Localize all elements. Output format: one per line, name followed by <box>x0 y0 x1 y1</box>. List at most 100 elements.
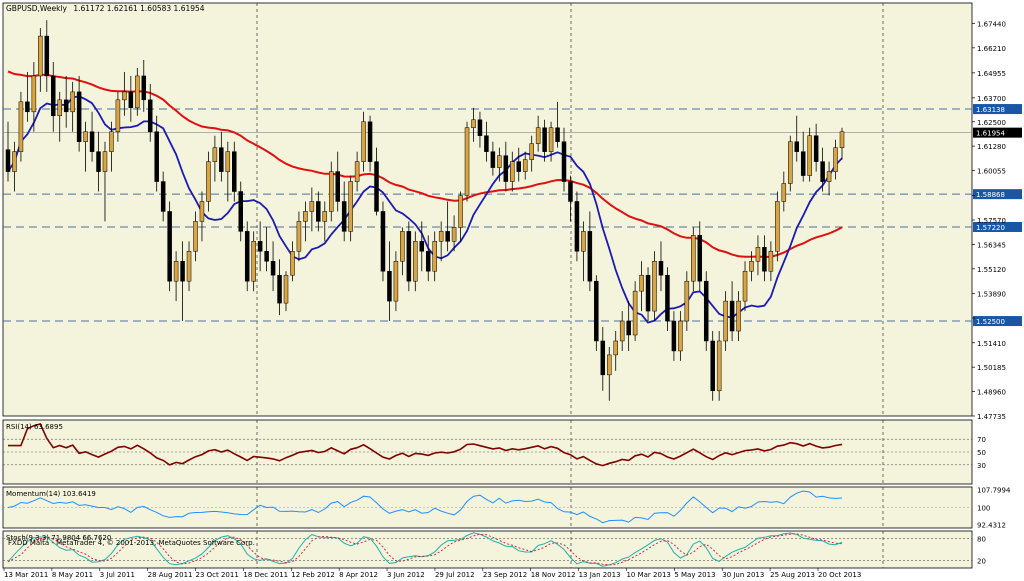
bull-candle <box>438 231 444 242</box>
ohlc-header: 1.61172 1.62161 1.60583 1.61954 <box>73 4 204 13</box>
bear-candle <box>147 99 153 132</box>
price-tick-label: 1.55120 <box>977 266 1006 274</box>
bear-candle <box>316 201 321 222</box>
bull-candle <box>413 241 418 282</box>
stoch-main-line <box>7 532 843 567</box>
bull-candle <box>510 161 515 182</box>
bull-candle <box>348 181 353 232</box>
bear-candle <box>5 149 11 172</box>
bull-candle <box>775 201 780 252</box>
rsi-level-label: 30 <box>977 462 986 470</box>
current-price-tag <box>973 127 1022 138</box>
bull-candle <box>57 99 62 117</box>
bear-candle <box>380 211 386 272</box>
bull-candle <box>31 75 37 113</box>
bear-candle <box>335 171 340 202</box>
bear-candle <box>555 127 560 142</box>
bull-candle <box>781 183 787 202</box>
bear-candle <box>96 151 101 172</box>
panel-frame <box>2 530 973 569</box>
bull-candle <box>290 251 295 276</box>
bull-candle <box>361 121 366 162</box>
bull-candle <box>303 211 308 222</box>
level-price-tag <box>973 221 1022 232</box>
price-tick-label: 1.64955 <box>977 70 1006 78</box>
level-price-tag <box>973 189 1022 200</box>
time-tick-label: 3 Jul 2011 <box>100 571 135 579</box>
bear-candle <box>484 135 489 152</box>
level-price-label: 1.58868 <box>976 191 1005 199</box>
bear-candle <box>665 274 670 322</box>
bull-candle <box>173 261 179 282</box>
bull-candle <box>135 75 140 109</box>
bear-candle <box>238 191 243 232</box>
bear-candle <box>76 91 82 142</box>
time-tick-label: 8 Apr 2012 <box>339 571 378 579</box>
bear-candle <box>257 241 263 252</box>
bear-candle <box>445 231 450 242</box>
price-tick-label: 1.53890 <box>977 290 1006 298</box>
time-tick-label: 13 Mar 2011 <box>4 571 48 579</box>
bear-candle <box>600 340 606 376</box>
bear-candle <box>367 121 373 162</box>
bull-candle <box>329 171 334 212</box>
level-price-label: 1.57220 <box>976 224 1005 232</box>
bull-candle <box>115 99 121 132</box>
bull-candle <box>283 274 289 304</box>
bear-candle <box>594 280 599 342</box>
current-price-label: 1.61954 <box>976 130 1005 138</box>
bull-candle <box>251 241 256 282</box>
time-tick-label: 20 Oct 2013 <box>818 571 861 579</box>
bear-candle <box>568 181 573 202</box>
bear-candle <box>425 251 431 272</box>
bear-candle <box>141 75 147 101</box>
bear-candle <box>277 274 282 304</box>
symbol-title: GBPUSD,Weekly <box>6 4 68 13</box>
momentum-tick-label: 100 <box>977 505 990 513</box>
bull-candle <box>393 261 399 302</box>
bull-candle <box>102 151 108 172</box>
bull-candle <box>471 119 476 128</box>
bull-candle <box>723 300 728 342</box>
bull-candle <box>296 221 302 252</box>
bear-candle <box>25 101 30 113</box>
level-price-label: 1.52500 <box>976 318 1005 326</box>
time-tick-label: 12 Feb 2012 <box>291 571 335 579</box>
price-tick-label: 1.48960 <box>977 389 1006 397</box>
bear-candle <box>574 201 580 252</box>
bull-candle <box>619 320 625 342</box>
bull-candle <box>678 320 683 352</box>
bull-candle <box>458 195 463 228</box>
bear-candle <box>794 141 799 152</box>
bull-candle <box>736 300 741 332</box>
time-tick-label: 23 Sep 2012 <box>483 571 527 579</box>
price-tick-label: 1.57570 <box>977 217 1006 225</box>
bear-candle <box>128 91 134 109</box>
bear-candle <box>645 274 651 312</box>
bull-candle <box>632 290 638 336</box>
bear-candle <box>341 201 347 232</box>
time-tick-label: 28 Aug 2011 <box>148 571 193 579</box>
bear-candle <box>671 320 677 352</box>
bear-candle <box>813 135 819 162</box>
level-price-tag <box>973 316 1022 327</box>
bull-candle <box>400 231 405 262</box>
time-tick-label: 8 May 2011 <box>52 571 93 579</box>
bear-candle <box>820 161 825 182</box>
level-price-tag <box>973 104 1022 115</box>
bear-candle <box>374 161 379 212</box>
bear-candle <box>503 155 509 182</box>
bear-candle <box>729 300 735 332</box>
bull-candle <box>432 241 437 272</box>
bear-candle <box>561 141 567 182</box>
bull-candle <box>354 161 360 182</box>
bull-candle <box>497 155 502 168</box>
bear-candle <box>167 211 172 282</box>
time-tick-label: 13 Jan 2013 <box>579 571 621 579</box>
bear-candle <box>587 231 593 282</box>
time-tick-label: 29 Jul 2012 <box>435 571 475 579</box>
bull-candle <box>186 251 192 282</box>
bear-candle <box>710 340 715 392</box>
bull-candle <box>684 280 690 322</box>
